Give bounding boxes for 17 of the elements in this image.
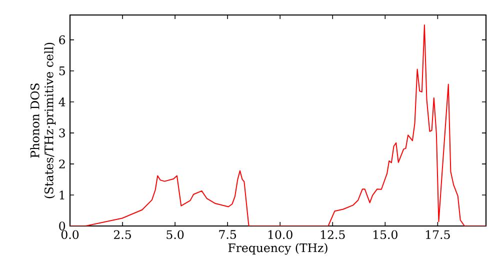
y-tick-label: 0 [59,222,66,230]
x-tick-label: 15.0 [374,230,398,240]
x-tick-label: 2.5 [114,230,131,240]
x-tick-label: 7.5 [219,230,236,239]
x-tick-label: 12.5 [320,230,345,240]
x-tick-label: 5.0 [166,230,184,240]
x-axis-title: Frequency (THz) [228,243,328,255]
y-axis-title: Phonon DOS (States/THz·primitive cell) [30,42,56,198]
y-tick-label: 3 [59,128,65,138]
x-tick-label: 0.0 [61,230,79,240]
y-tick-label: 4 [58,98,66,106]
y-tick-label: 5 [59,66,65,76]
y-tick-label: 6 [59,35,66,44]
x-tick-label: 10.0 [268,230,292,240]
y-tick-label: 2 [59,160,65,168]
y-tick-label: 1 [60,190,64,200]
x-tick-label: 17.5 [426,230,450,240]
